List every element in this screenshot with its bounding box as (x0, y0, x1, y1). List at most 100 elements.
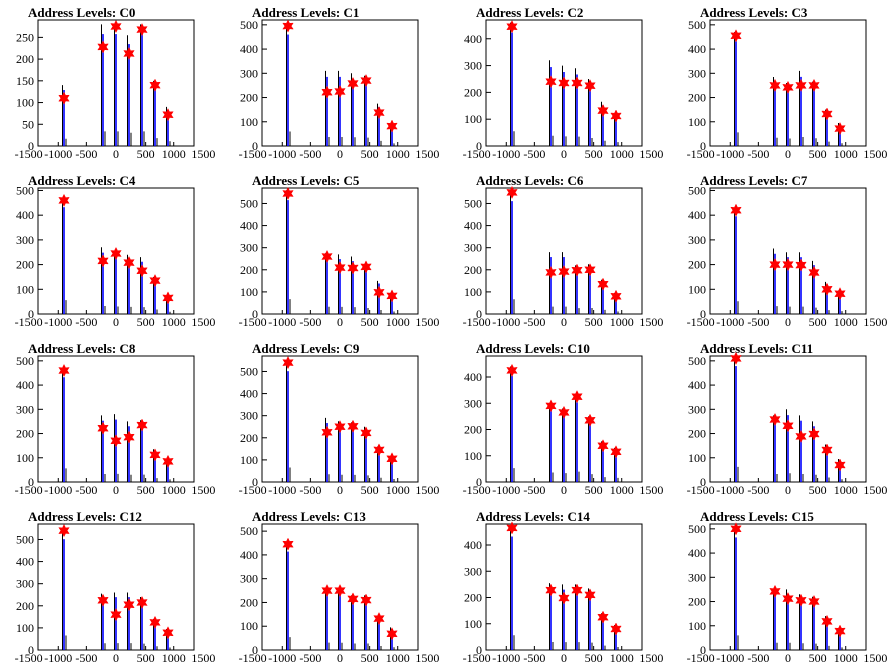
x-tick-label: 500 (137, 483, 155, 497)
peak-marker (730, 203, 742, 217)
peak-marker (808, 265, 820, 280)
panel-c8: Address Levels: C80100200300400500-1500-… (15, 341, 216, 497)
x-tick-label: 500 (809, 147, 827, 161)
y-tick-label: 500 (240, 18, 258, 32)
x-tick-label: 1000 (162, 147, 186, 161)
y-tick-label: 100 (688, 282, 706, 296)
peak-marker (808, 427, 820, 441)
peak-marker (545, 75, 557, 89)
peak-marker (110, 608, 122, 622)
x-tick-label: -500 (523, 651, 545, 665)
peak-marker (110, 434, 122, 448)
panel-title: Address Levels: C9 (252, 341, 360, 356)
x-tick-label: -500 (75, 147, 97, 161)
x-tick-label: 0 (561, 483, 567, 497)
y-tick-label: 200 (464, 85, 482, 99)
peak-marker (136, 595, 148, 610)
y-tick-label: 400 (464, 32, 482, 46)
x-tick-label: -1500 (687, 483, 715, 497)
peak-marker (795, 258, 807, 272)
y-tick-label: 300 (464, 396, 482, 410)
peak-marker (386, 627, 398, 641)
x-tick-label: 1000 (386, 315, 410, 329)
panel-title: Address Levels: C8 (28, 341, 136, 356)
x-tick-label: -500 (523, 315, 545, 329)
peak-marker (584, 79, 596, 93)
x-tick-label: 0 (561, 315, 567, 329)
x-tick-label: 500 (361, 147, 379, 161)
y-tick-label: 200 (464, 591, 482, 605)
y-tick-label: 100 (16, 96, 34, 110)
y-tick-label: 0 (252, 475, 258, 489)
x-tick-label: -1500 (239, 483, 267, 497)
x-tick-label: 1500 (415, 147, 439, 161)
peak-marker (506, 363, 518, 377)
peak-marker (360, 260, 372, 274)
y-tick-label: 400 (240, 548, 258, 562)
peak-marker (58, 524, 70, 538)
y-tick-label: 100 (464, 617, 482, 631)
x-tick-label: 1500 (639, 147, 663, 161)
x-tick-label: 1500 (863, 147, 887, 161)
y-tick-label: 500 (16, 532, 34, 546)
peak-marker (149, 448, 161, 462)
y-tick-label: 300 (688, 570, 706, 584)
x-tick-label: 500 (585, 651, 603, 665)
y-tick-label: 400 (464, 370, 482, 384)
x-tick-label: 0 (113, 315, 119, 329)
x-tick-label: 1500 (415, 651, 439, 665)
panel-title: Address Levels: C12 (28, 509, 142, 524)
panel-title: Address Levels: C7 (700, 173, 808, 188)
y-tick-label: 200 (688, 595, 706, 609)
x-tick-label: -500 (299, 651, 321, 665)
x-tick-label: 0 (337, 651, 343, 665)
x-tick-label: 500 (137, 315, 155, 329)
y-tick-label: 200 (688, 258, 706, 272)
y-tick-label: 0 (28, 643, 34, 657)
x-tick-label: 1500 (863, 651, 887, 665)
panel-c12: Address Levels: C12 0 100 200 300 400 500 -1500… (15, 509, 216, 665)
x-tick-label: 500 (585, 483, 603, 497)
peak-marker (610, 445, 622, 459)
peak-marker (334, 84, 346, 99)
peak-marker (584, 588, 596, 602)
x-tick-label: 0 (337, 483, 343, 497)
panel-c15: Address Levels: C15 0 100 200 300 400 500 -1500… (687, 509, 888, 665)
y-tick-label: 100 (688, 451, 706, 465)
x-tick-label: -1500 (15, 315, 43, 329)
peak-marker (597, 610, 609, 624)
panel-title: Address Levels: C15 (700, 509, 814, 524)
peak-marker (360, 426, 372, 440)
x-tick-label: 1500 (639, 315, 663, 329)
y-tick-label: 0 (700, 643, 706, 657)
peak-marker (584, 413, 596, 427)
peak-marker (373, 443, 385, 457)
x-tick-label: -1000 (492, 147, 520, 161)
peak-marker (321, 249, 333, 264)
peak-marker (558, 76, 570, 90)
peak-marker (795, 593, 807, 607)
y-tick-label: 300 (464, 59, 482, 73)
peak-marker (97, 254, 109, 268)
x-tick-label: 1000 (610, 315, 634, 329)
peak-marker (769, 412, 781, 427)
panel-c10: Address Levels: C10 0 100 200 300 400 -1500 -10… (463, 341, 664, 497)
peak-marker (282, 537, 294, 551)
x-tick-label: 0 (561, 651, 567, 665)
y-tick-label: 200 (464, 423, 482, 437)
y-tick-label: 200 (16, 52, 34, 66)
peak-marker (136, 264, 148, 278)
y-tick-label: 200 (240, 431, 258, 445)
panel-title: Address Levels: C2 (476, 5, 583, 20)
x-tick-label: 1000 (834, 147, 858, 161)
peak-marker (834, 287, 846, 301)
x-tick-label: -1000 (268, 651, 296, 665)
peak-marker (162, 626, 174, 640)
x-tick-label: 1000 (834, 651, 858, 665)
y-tick-label: 300 (240, 66, 258, 80)
peak-marker (795, 78, 807, 92)
x-tick-label: 500 (809, 483, 827, 497)
x-tick-label: 0 (785, 483, 791, 497)
y-tick-label: 200 (240, 91, 258, 105)
peak-marker (730, 522, 742, 536)
